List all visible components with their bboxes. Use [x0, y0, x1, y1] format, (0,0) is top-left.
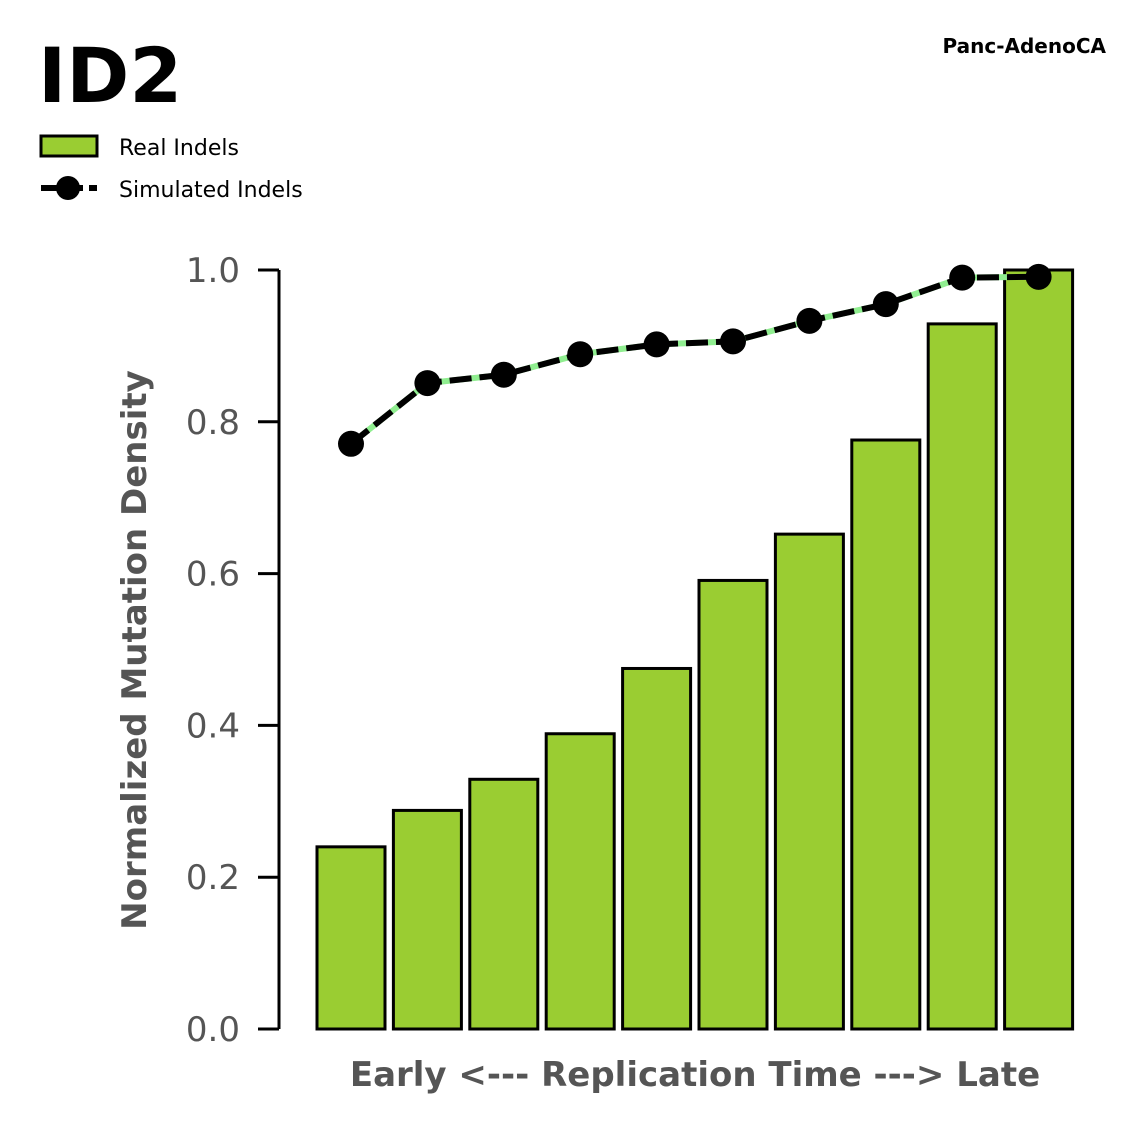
simulated-point [567, 341, 594, 368]
simulated-point [414, 370, 441, 397]
bar [926, 322, 998, 1031]
simulated-line [349, 273, 1039, 447]
legend: Real Indels Simulated Indels [39, 134, 303, 203]
simulated-point [720, 328, 746, 355]
simulated-point [796, 307, 823, 334]
legend-swatch-real [39, 134, 99, 158]
bar [621, 666, 693, 1031]
simulated-point [490, 361, 517, 388]
legend-label-simulated: Simulated Indels [119, 178, 303, 203]
simulated-point [338, 430, 364, 457]
bar [468, 777, 540, 1031]
y-tick-label: 1.0 [186, 251, 240, 291]
y-tick-label: 0.8 [186, 403, 240, 443]
y-tick-label: 0.6 [186, 555, 240, 595]
y-axis-label: Normalized Mutation Density [115, 370, 155, 930]
bar [1003, 268, 1075, 1031]
legend-label-real: Real Indels [119, 136, 239, 161]
legend-marker-simulated [56, 176, 80, 200]
bars-group [315, 268, 1075, 1031]
bar [773, 532, 845, 1031]
bar [850, 438, 922, 1031]
bar [697, 578, 769, 1031]
y-axis: 0.0 0.2 0.4 0.6 0.8 1.0 [186, 251, 281, 1050]
simulated-line-group [338, 263, 1052, 457]
simulated-point [872, 291, 899, 318]
chart-subtitle: Panc-AdenoCA [942, 34, 1106, 58]
bar [544, 732, 616, 1031]
simulated-point [1025, 263, 1052, 290]
x-axis-label: Early <--- Replication Time ---> Late [350, 1055, 1040, 1095]
y-tick-label: 0.4 [186, 706, 240, 746]
y-tick-label: 0.2 [186, 858, 240, 898]
y-tick-label: 0.0 [186, 1010, 240, 1050]
simulated-point [643, 331, 670, 358]
bar [391, 808, 463, 1031]
chart-title: ID2 [38, 31, 182, 120]
bar [315, 845, 387, 1031]
simulated-point [949, 264, 976, 291]
